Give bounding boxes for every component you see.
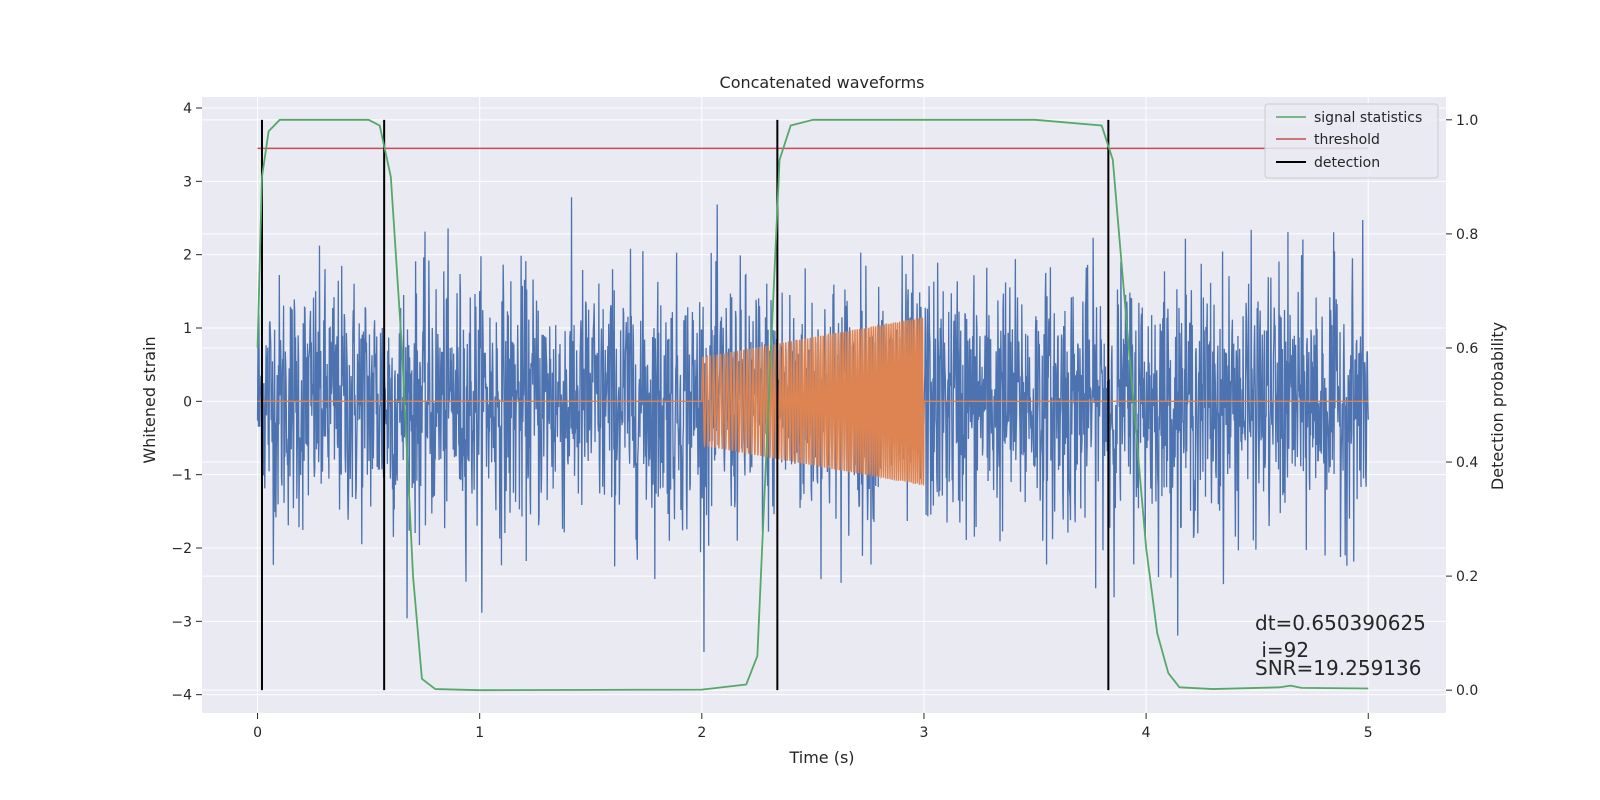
legend-label-threshold: threshold (1314, 132, 1380, 148)
annotation-snr: SNR=19.259136 (1255, 656, 1421, 680)
axis-ticks: 0 1 2 3 4 5 −4 −3 −2 −1 0 1 2 3 4 0.0 0.2 0.4 0.6 0.8 1.0 (171, 101, 1478, 741)
y2-tick-label: 0.6 (1456, 341, 1478, 357)
x-tick-label: 5 (1364, 725, 1373, 741)
y-tick-label: −2 (171, 541, 192, 557)
x-tick-label: 2 (697, 725, 706, 741)
y-tick-label: −3 (171, 614, 192, 630)
x-tick-label: 1 (475, 725, 484, 741)
y-tick-label: 2 (183, 248, 192, 264)
y-tick-label: 0 (183, 394, 192, 410)
injection-series (257, 317, 1369, 486)
y2-tick-label: 1.0 (1456, 113, 1478, 129)
detection-series (260, 119, 1110, 691)
statistics-series (256, 118, 1369, 692)
legend-label-detection: detection (1314, 155, 1380, 171)
y2-tick-label: 0.2 (1456, 569, 1478, 585)
y2-tick-label: 0.0 (1456, 683, 1478, 699)
strain-series (256, 197, 1369, 653)
y-tick-label: 4 (183, 101, 192, 117)
legend-box (1264, 103, 1439, 179)
legend-label-statistics: signal statistics (1314, 110, 1422, 126)
chart-title: Concatenated waveforms (720, 73, 925, 92)
y-tick-label: −1 (171, 468, 192, 484)
y-tick-label: 1 (183, 321, 192, 337)
annotation-i: i=92 (1255, 638, 1309, 662)
strain-line (256, 197, 1369, 653)
y-tick-label: −4 (171, 688, 192, 704)
injection-line (257, 317, 1369, 486)
x-axis-label: Time (s) (788, 748, 854, 767)
y2-axis-label: Detection probability (1488, 322, 1507, 490)
legend: signal statistics threshold detection (1264, 103, 1439, 179)
annotation-dt: dt=0.650390625 (1255, 611, 1426, 635)
x-tick-label: 4 (1142, 725, 1151, 741)
x-tick-label: 0 (253, 725, 262, 741)
statistics-line (256, 118, 1369, 692)
y2-tick-label: 0.4 (1456, 455, 1478, 471)
x-tick-label: 3 (920, 725, 929, 741)
y2-tick-label: 0.8 (1456, 227, 1478, 243)
y-axis-label: Whitened strain (140, 336, 159, 463)
y-tick-label: 3 (183, 174, 192, 190)
